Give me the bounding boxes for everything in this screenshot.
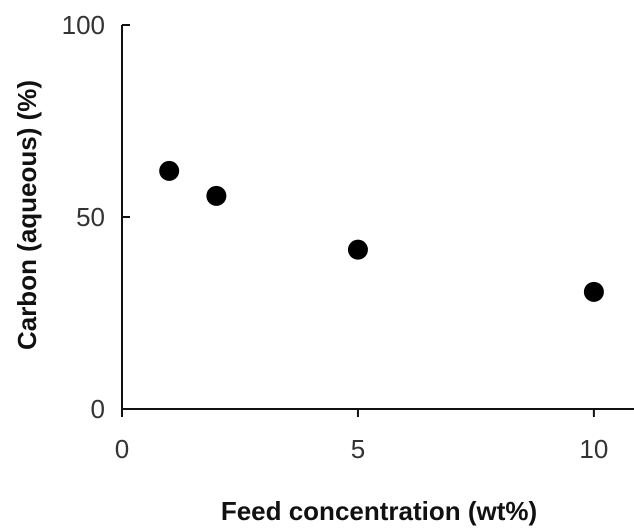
x-tick-label: 0 — [115, 434, 129, 464]
x-tick-label: 5 — [351, 434, 365, 464]
y-axis-ticks: 0 50 100 — [62, 10, 130, 424]
y-tick-label: 0 — [91, 394, 105, 424]
y-tick-label: 50 — [76, 202, 105, 232]
data-point — [206, 185, 227, 206]
x-axis-ticks: 0 5 10 — [115, 409, 608, 464]
y-tick-label: 100 — [62, 10, 105, 40]
data-points — [159, 160, 604, 302]
data-point — [583, 281, 604, 302]
x-axis-title: Feed concentration (wt%) — [221, 496, 537, 526]
data-point — [159, 160, 180, 181]
y-axis-title: Carbon (aqueous) (%) — [12, 80, 42, 350]
data-point — [347, 239, 368, 260]
x-tick-label: 10 — [579, 434, 608, 464]
axes — [121, 25, 634, 410]
plot-area — [121, 25, 634, 410]
